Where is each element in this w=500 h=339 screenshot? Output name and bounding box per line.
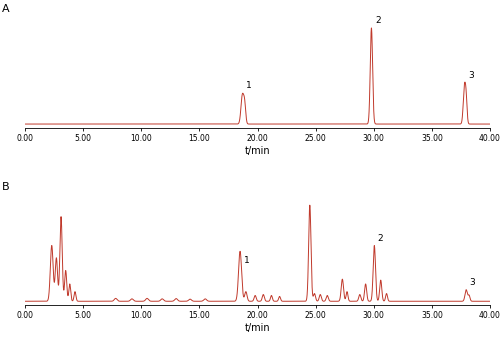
Text: 2: 2 [375, 16, 380, 25]
Text: B: B [2, 182, 10, 192]
Text: 3: 3 [468, 71, 473, 80]
Text: 3: 3 [470, 278, 476, 287]
Text: 1: 1 [246, 81, 252, 90]
Text: 2: 2 [378, 234, 384, 243]
X-axis label: t/min: t/min [244, 323, 270, 333]
X-axis label: t/min: t/min [244, 146, 270, 156]
Text: A: A [2, 4, 10, 15]
Text: 1: 1 [244, 256, 250, 265]
